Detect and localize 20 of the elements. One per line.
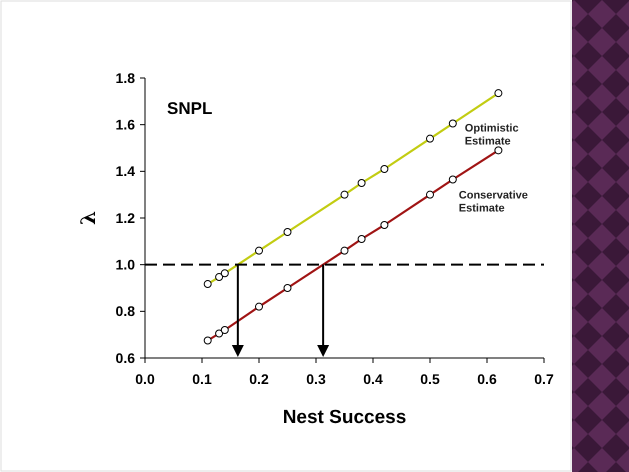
x-tick-label: 0.2 [249,371,269,387]
x-tick-label: 0.1 [192,371,212,387]
y-tick-label: 0.6 [116,350,136,366]
y-tick-label: 1.2 [116,210,136,226]
x-tick-label: 0.0 [135,371,155,387]
y-axis-title: λ [76,210,100,226]
text: SNPL [167,99,212,118]
series-label: Conservative Estimate [458,190,528,214]
y-tick-label: 0.8 [116,303,136,320]
y-tick-label: 1.6 [116,116,136,133]
y-tick-label: 1.8 [116,70,136,86]
x-axis-title: Nest Success [282,407,406,428]
y-tick-label: 1.4 [116,163,136,180]
x-tick-label: 0.6 [477,371,497,387]
x-tick-label: 0.4 [363,371,383,387]
x-tick-label: 0.7 [534,371,554,387]
series-label: Optimistic Estimate [464,122,519,148]
x-tick-label: 0.3 [306,371,326,387]
x-tick-label: 0.5 [420,371,440,387]
y-tick-label: 1.0 [116,256,136,273]
